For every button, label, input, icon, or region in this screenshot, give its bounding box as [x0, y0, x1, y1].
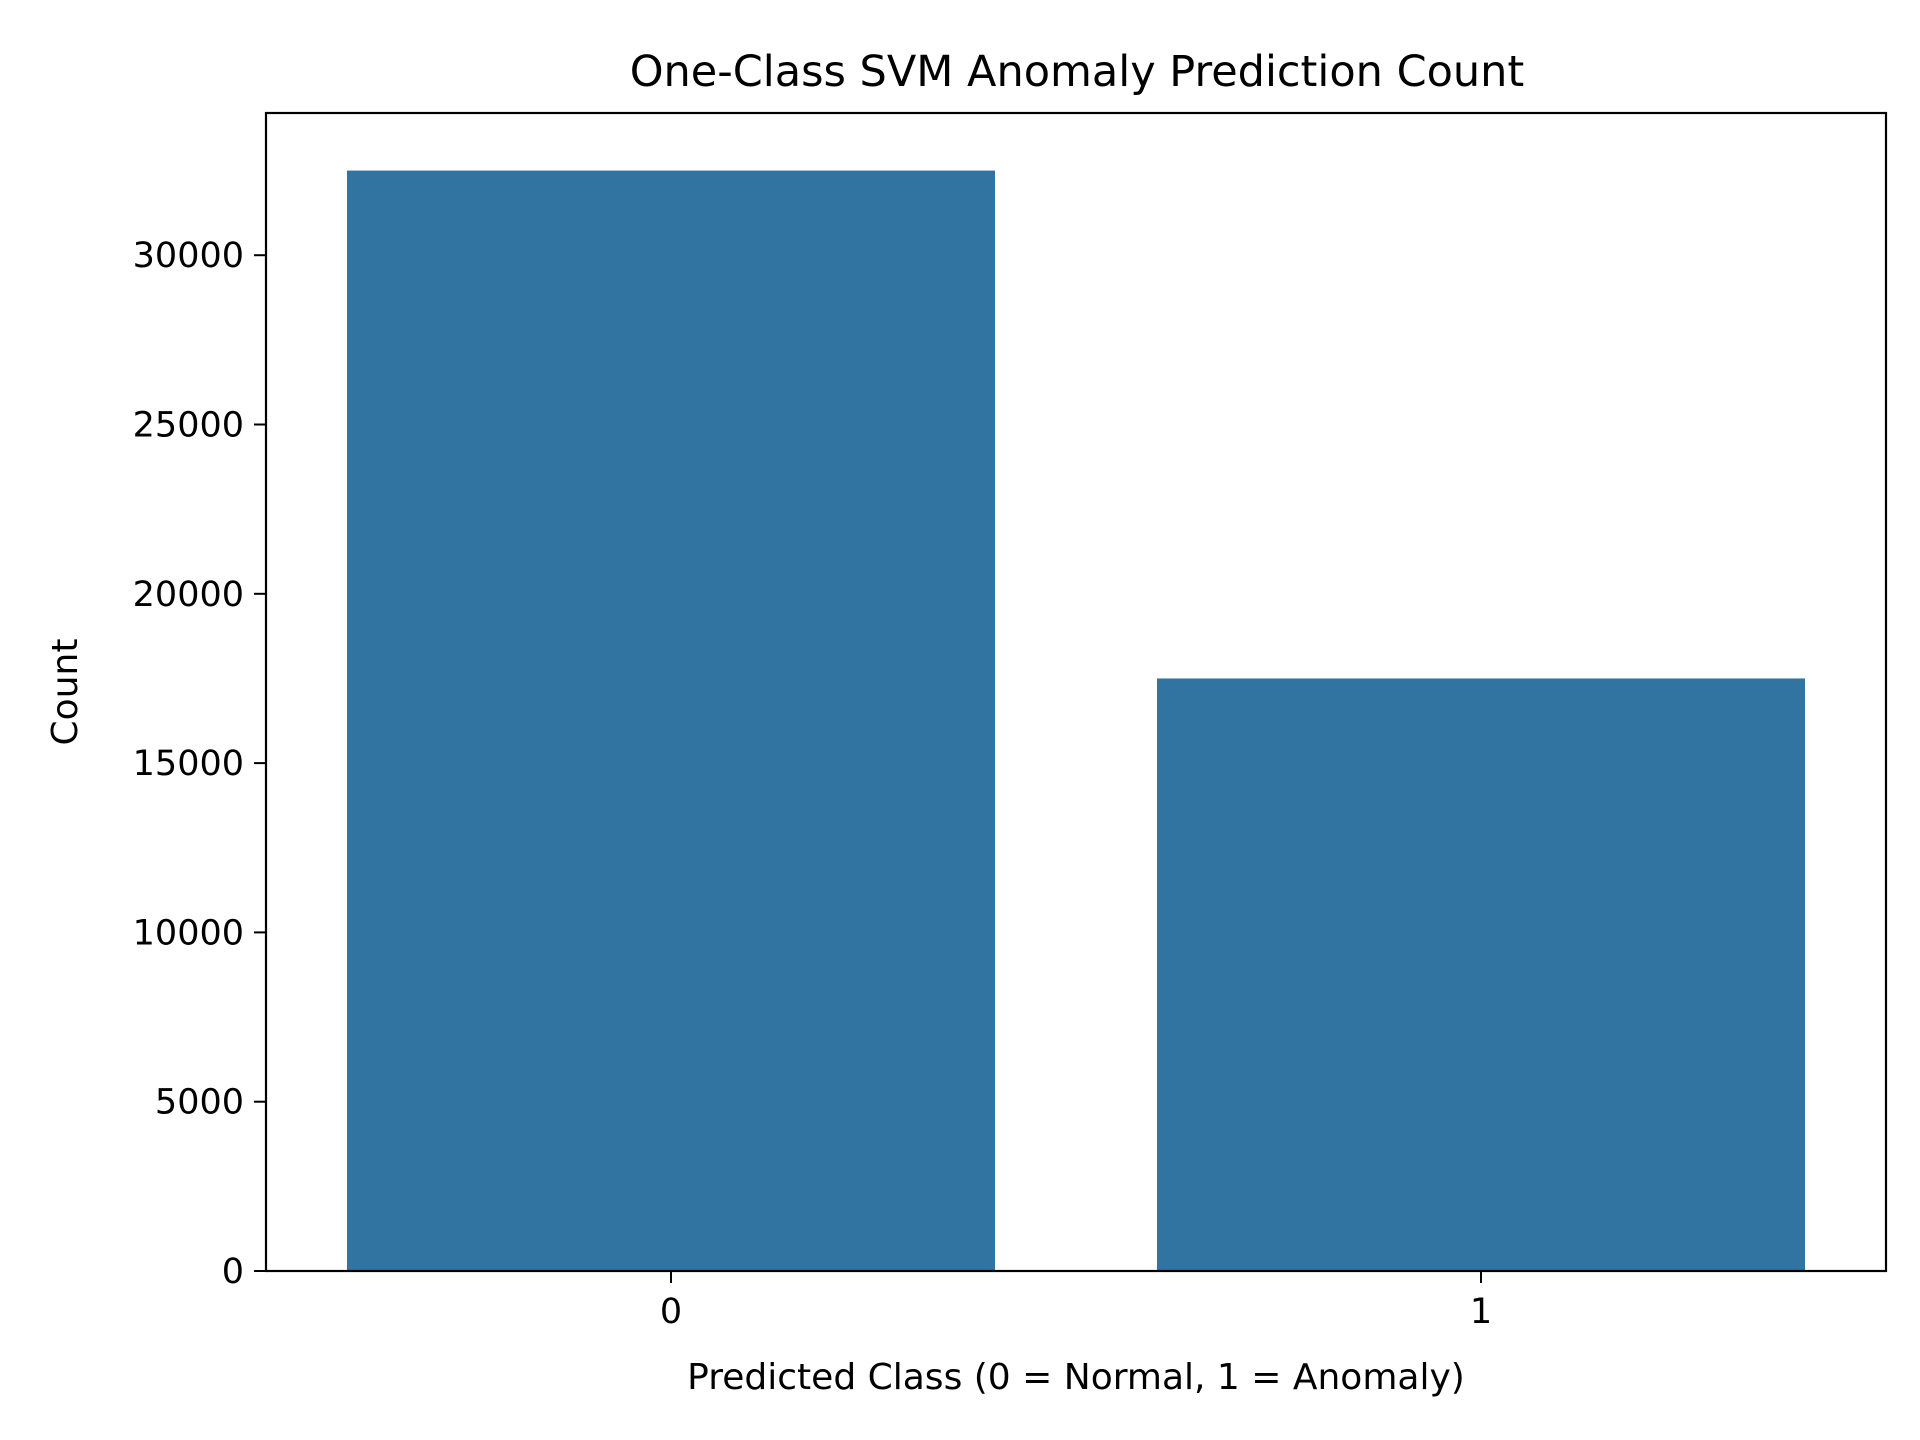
y-tick-label-0: 0 — [222, 1252, 244, 1292]
y-tick-label-30000: 30000 — [133, 236, 244, 276]
x-tick-label-1: 1 — [1470, 1292, 1492, 1332]
bars-group — [347, 170, 1805, 1271]
x-tick-label-0: 0 — [660, 1292, 682, 1332]
y-tick-label-20000: 20000 — [133, 575, 244, 615]
y-axis-label: Count — [45, 639, 86, 746]
plot-frame — [264, 111, 1888, 1273]
y-axis: 0 5000 10000 15000 20000 25000 30000 — [133, 236, 266, 1292]
chart-title: One-Class SVM Anomaly Prediction Count — [630, 47, 1525, 97]
bar-1 — [1157, 678, 1805, 1271]
y-tick-label-15000: 15000 — [133, 744, 244, 784]
x-axis-label: Predicted Class (0 = Normal, 1 = Anomaly… — [687, 1357, 1465, 1398]
bar-0 — [347, 170, 995, 1271]
y-tick-label-5000: 5000 — [155, 1083, 244, 1123]
y-tick-label-25000: 25000 — [133, 406, 244, 446]
y-tick-label-10000: 10000 — [133, 913, 244, 953]
